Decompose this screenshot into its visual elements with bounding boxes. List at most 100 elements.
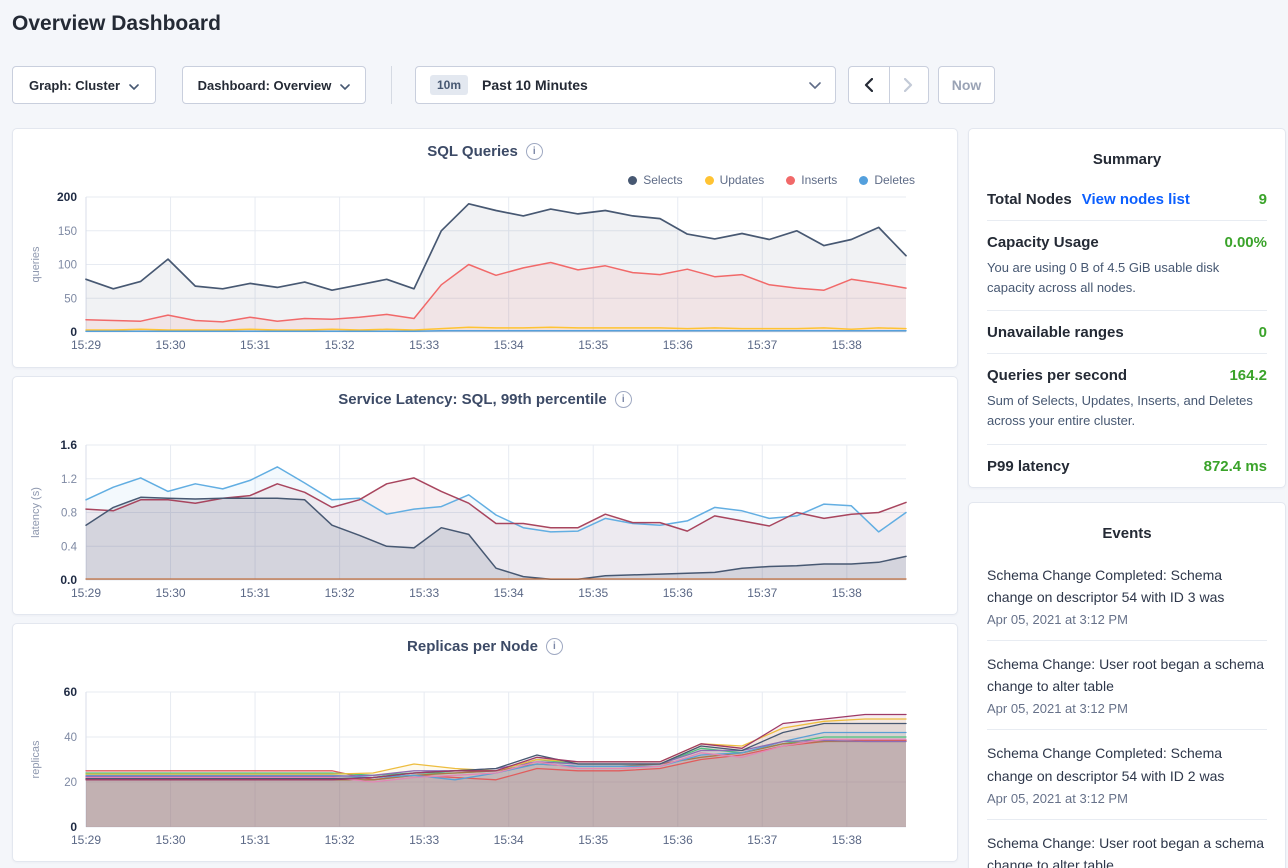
chevron-down-icon	[340, 78, 351, 93]
svg-text:15:29: 15:29	[71, 338, 101, 352]
svg-text:15:31: 15:31	[240, 338, 270, 352]
event-message: Schema Change: User root began a schema …	[987, 656, 1265, 695]
svg-text:latency (s): latency (s)	[30, 487, 42, 538]
svg-text:15:31: 15:31	[240, 586, 270, 600]
chart-title: SQL Queries	[427, 143, 518, 160]
legend-dot-icon	[628, 175, 638, 185]
event-item[interactable]: Schema Change Completed: Schema change o…	[987, 552, 1267, 640]
svg-text:0: 0	[70, 820, 77, 834]
svg-text:15:35: 15:35	[578, 833, 608, 847]
chevron-right-icon	[904, 78, 913, 92]
svg-text:15:37: 15:37	[747, 586, 777, 600]
svg-text:0: 0	[70, 325, 77, 339]
service-latency-card: 0.0 0.4 0.8 1.2 1.6 15:29 15:30 15:31 15:32 15:33…	[12, 376, 958, 615]
svg-text:15:33: 15:33	[409, 338, 439, 352]
event-timestamp: Apr 05, 2021 at 3:12 PM	[987, 612, 1128, 628]
info-icon[interactable]: i	[614, 391, 632, 408]
svg-text:15:37: 15:37	[747, 338, 777, 352]
svg-text:1.2: 1.2	[61, 474, 77, 486]
svg-text:50: 50	[64, 293, 77, 305]
chevron-down-icon	[129, 78, 139, 93]
svg-text:15:32: 15:32	[325, 586, 355, 600]
svg-text:15:29: 15:29	[71, 833, 101, 847]
svg-text:15:36: 15:36	[663, 833, 693, 847]
svg-text:15:32: 15:32	[325, 833, 355, 847]
legend-item[interactable]: Selects	[628, 173, 683, 187]
dashboard-dropdown-label: Dashboard: Overview	[197, 77, 332, 93]
time-step-buttons	[848, 66, 929, 104]
summary-value: 9	[1258, 191, 1267, 208]
svg-text:0.4: 0.4	[61, 541, 78, 553]
chevron-left-icon	[865, 78, 874, 92]
svg-text:15:30: 15:30	[156, 833, 186, 847]
svg-text:15:34: 15:34	[494, 338, 524, 352]
time-range-picker[interactable]: 10m Past 10 Minutes	[415, 66, 836, 104]
svg-text:15:36: 15:36	[663, 586, 693, 600]
summary-value: 0	[1258, 324, 1267, 342]
now-button[interactable]: Now	[938, 66, 995, 104]
toolbar: Graph: Cluster Dashboard: Overview 10m P…	[0, 66, 1288, 104]
svg-text:100: 100	[58, 260, 77, 272]
legend-item[interactable]: Inserts	[786, 173, 837, 187]
view-nodes-link[interactable]: View nodes list	[1081, 191, 1190, 208]
legend-dot-icon	[859, 175, 869, 185]
sql-queries-chart[interactable]: 0 50 100 150 200 15:29 15:30 15:31 15:32 15:33 15:…	[13, 129, 959, 367]
event-item[interactable]: Schema Change: User root began a schema …	[987, 640, 1267, 729]
chart-title: Service Latency: SQL, 99th percentile	[338, 391, 607, 408]
svg-text:15:34: 15:34	[494, 586, 524, 600]
page-title: Overview Dashboard	[12, 12, 221, 35]
legend-item[interactable]: Deletes	[859, 173, 915, 187]
summary-label: Unavailable ranges	[987, 324, 1124, 342]
svg-text:15:33: 15:33	[409, 833, 439, 847]
events-panel: Events Schema Change Completed: Schema c…	[968, 502, 1286, 868]
step-back-button[interactable]	[849, 67, 889, 103]
svg-text:15:30: 15:30	[156, 338, 186, 352]
summary-row: Queries per second 164.2 Sum of Selects, U…	[987, 353, 1267, 443]
legend-dot-icon	[704, 175, 714, 185]
legend-label: Updates	[719, 173, 765, 187]
svg-text:15:33: 15:33	[409, 586, 439, 600]
sql-queries-card: 0 50 100 150 200 15:29 15:30 15:31 15:32 15:33 15:…	[12, 128, 958, 368]
info-icon[interactable]: i	[525, 143, 543, 160]
svg-text:20: 20	[64, 777, 77, 789]
summary-label: Queries per second	[987, 367, 1128, 385]
summary-panel: Summary Total Nodes View nodes list 9 Capac…	[968, 128, 1286, 488]
summary-row: Unavailable ranges 0	[987, 310, 1267, 353]
legend-dot-icon	[786, 175, 796, 185]
event-item[interactable]: Schema Change Completed: Schema change o…	[987, 729, 1267, 818]
svg-text:60: 60	[64, 685, 78, 699]
svg-text:15:32: 15:32	[325, 338, 355, 352]
graph-dropdown-label: Graph: Cluster	[28, 77, 120, 93]
event-timestamp: Apr 05, 2021 at 3:12 PM	[987, 701, 1128, 717]
summary-description: Sum of Selects, Updates, Inserts, and De…	[987, 393, 1253, 429]
summary-title: Summary	[1092, 151, 1162, 168]
summary-value: 872.4 ms	[1203, 457, 1267, 475]
time-range-label: Past 10 Minutes	[482, 77, 588, 93]
summary-value: 0.00%	[1224, 234, 1267, 251]
service-latency-chart[interactable]: 0.0 0.4 0.8 1.2 1.6 15:29 15:30 15:31 15:32 15:33…	[13, 377, 959, 615]
event-item[interactable]: Schema Change: User root began a schema …	[987, 818, 1267, 868]
legend-label: Selects	[643, 173, 683, 187]
replicas-per-node-chart[interactable]: 0 20 40 60 15:29 15:30 15:31 15:32 15:33 15:34 15:…	[13, 624, 959, 862]
legend-item[interactable]: Updates	[704, 173, 765, 187]
chart-legend: Selects Updates Inserts Deletes	[628, 173, 915, 187]
step-forward-button[interactable]	[888, 67, 929, 103]
legend-label: Deletes	[874, 173, 915, 187]
svg-text:1.6: 1.6	[60, 438, 77, 452]
svg-text:15:38: 15:38	[832, 338, 862, 352]
svg-text:replicas: replicas	[30, 740, 42, 778]
svg-text:15:35: 15:35	[578, 338, 608, 352]
svg-text:15:30: 15:30	[156, 586, 186, 600]
chevron-down-icon	[809, 76, 821, 94]
events-title: Events	[1102, 525, 1152, 542]
graph-dropdown[interactable]: Graph: Cluster	[12, 66, 156, 104]
info-icon[interactable]: i	[545, 638, 563, 655]
time-range-badge: 10m	[430, 75, 469, 95]
dashboard-dropdown[interactable]: Dashboard: Overview	[182, 66, 366, 104]
svg-text:150: 150	[58, 226, 77, 238]
svg-text:15:36: 15:36	[663, 338, 693, 352]
summary-row: P99 latency 872.4 ms	[987, 443, 1267, 487]
svg-text:40: 40	[64, 732, 77, 744]
summary-label: Total Nodes	[987, 191, 1072, 208]
svg-text:0.0: 0.0	[60, 573, 77, 587]
